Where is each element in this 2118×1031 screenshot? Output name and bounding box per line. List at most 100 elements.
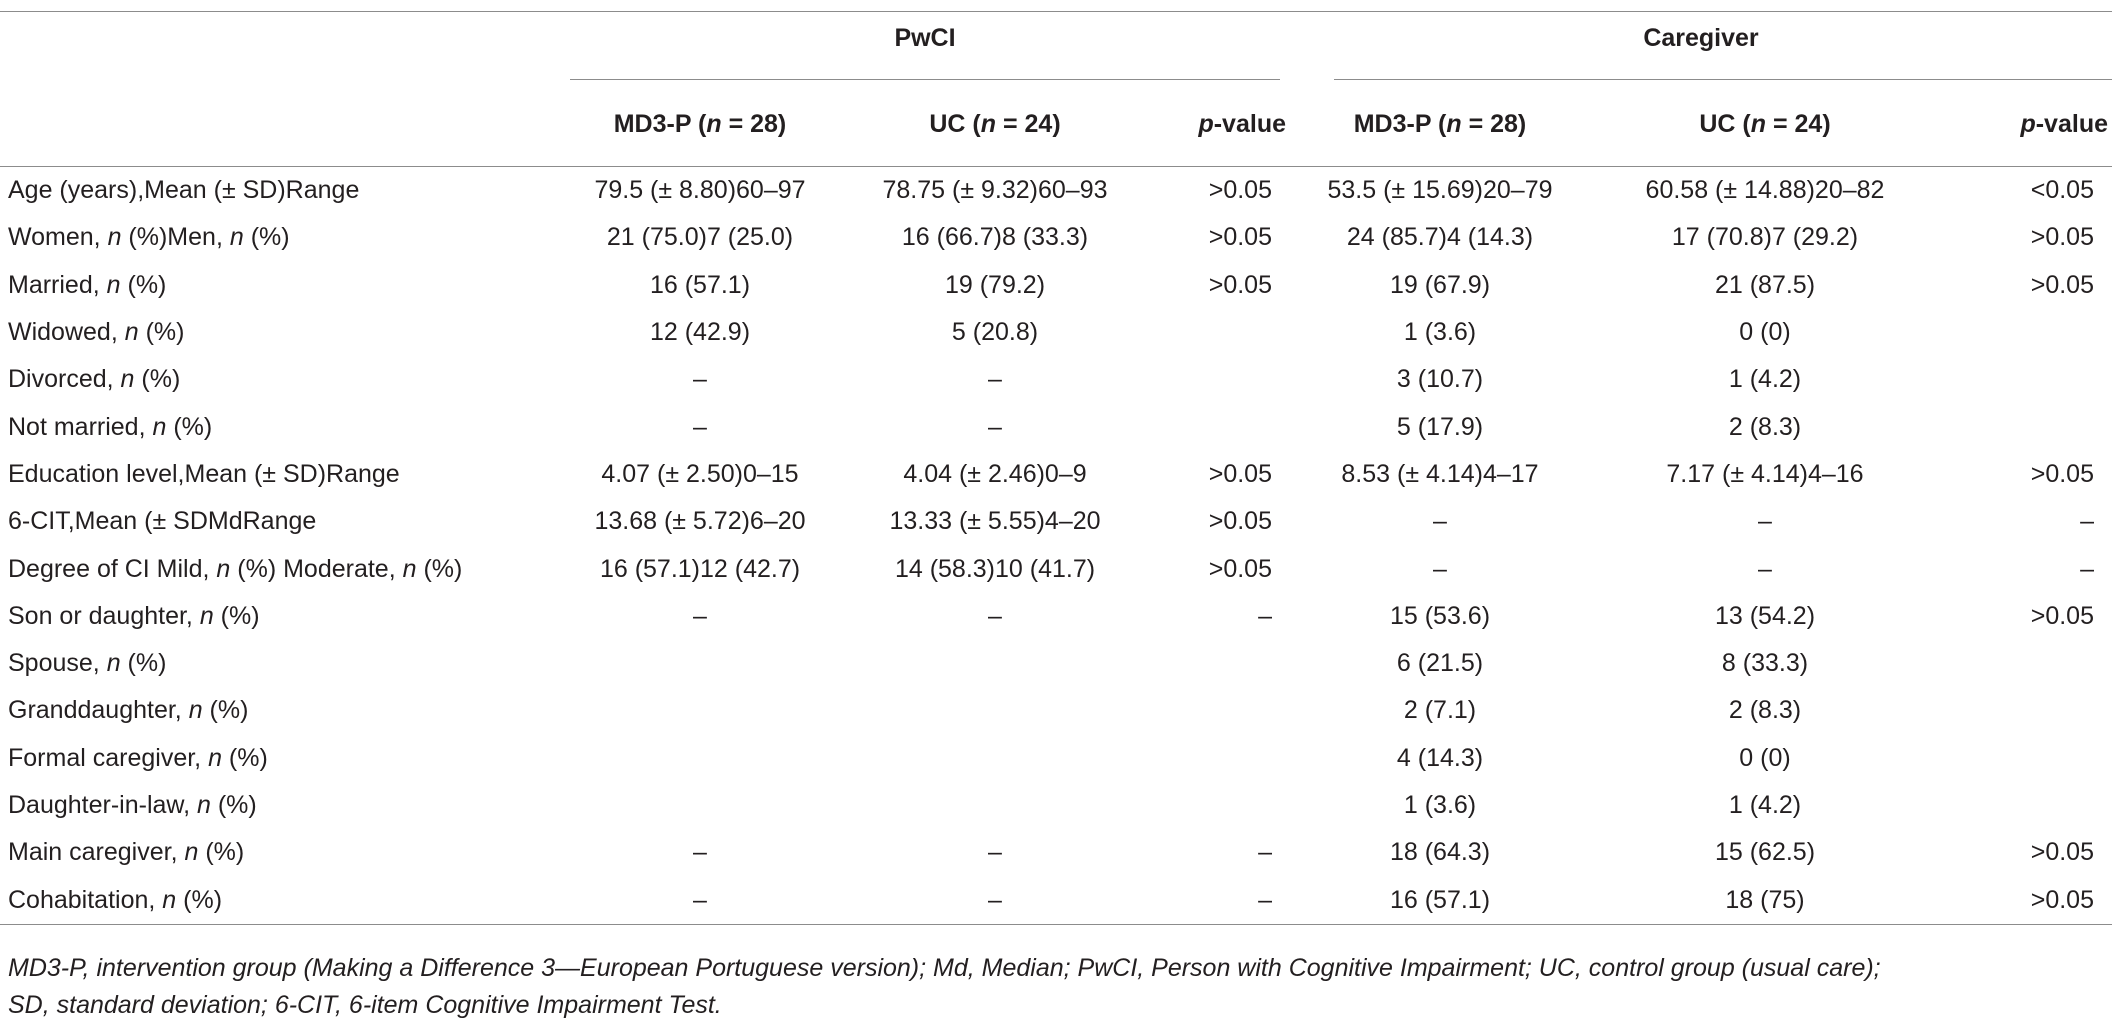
col-header-pwci-uc: UC (n = 24) <box>929 109 1061 138</box>
cell-caregiver-md3p: 2 (7.1) <box>1403 696 1477 725</box>
cell-caregiver-md3p: 19 (67.9) <box>1389 270 1491 299</box>
table-row: 6-CIT,Mean (± SDMdRange 13.68 (± 5.72)6–2… <box>0 498 2112 545</box>
table-row: Widowed, n (%) 12 (42.9) 5 (20.8) 1 (3.6) 0 … <box>0 309 2112 356</box>
cell-pwci-uc <box>840 640 1150 687</box>
cell-pwci-uc: – <box>988 412 1002 441</box>
cell-caregiver-md3p: 53.5 (± 15.69)20–79 <box>1327 176 1553 205</box>
cell-pwci-pvalue <box>1150 403 1290 450</box>
cell-pwci-md3p: 79.5 (± 8.80)60–97 <box>594 176 806 205</box>
table-row: Women, n (%)Men, n (%) 21 (75.0)7 (25.0) 1… <box>0 214 2112 261</box>
cell-caregiver-md3p: 3 (10.7) <box>1396 365 1484 394</box>
table-row: Granddaughter, n (%) 2 (7.1) 2 (8.3) <box>0 687 2112 734</box>
cell-pwci-uc: 16 (66.7)8 (33.3) <box>901 223 1089 252</box>
cell-caregiver-pvalue: >0.05 <box>2030 601 2094 630</box>
row-label: 6-CIT,Mean (± SDMdRange <box>8 507 317 536</box>
cell-caregiver-pvalue: >0.05 <box>2030 838 2094 867</box>
cell-pwci-md3p <box>560 735 840 782</box>
table-row: Age (years),Mean (± SD)Range 79.5 (± 8.80… <box>0 167 2112 215</box>
cell-pwci-pvalue: >0.05 <box>1208 176 1272 205</box>
cell-pwci-md3p: 12 (42.9) <box>649 318 751 347</box>
group-header-row: PwCI Caregiver <box>0 6 2112 82</box>
cell-pwci-uc: 4.04 (± 2.46)0–9 <box>903 459 1087 488</box>
cell-pwci-uc: 19 (79.2) <box>944 270 1046 299</box>
cell-pwci-uc: 14 (58.3)10 (41.7) <box>894 554 1096 583</box>
cell-caregiver-md3p: 24 (85.7)4 (14.3) <box>1346 223 1534 252</box>
cell-caregiver-uc: – <box>1758 507 1772 536</box>
cell-caregiver-pvalue: <0.05 <box>2030 176 2094 205</box>
cell-pwci-pvalue: – <box>1258 838 1272 867</box>
pwci-group-label: PwCI <box>894 23 956 52</box>
cell-caregiver-uc: 0 (0) <box>1739 318 1791 347</box>
cell-pwci-pvalue: >0.05 <box>1208 223 1272 252</box>
stub-header <box>0 6 560 82</box>
row-label: Degree of CI Mild, n (%) Moderate, n (%) <box>8 554 463 583</box>
row-label: Spouse, n (%) <box>8 649 167 678</box>
cell-caregiver-uc: 21 (87.5) <box>1714 270 1816 299</box>
cell-caregiver-uc: – <box>1758 554 1772 583</box>
table-row: Degree of CI Mild, n (%) Moderate, n (%)… <box>0 545 2112 592</box>
row-label: Cohabitation, n (%) <box>0 876 560 925</box>
table-row: Spouse, n (%) 6 (21.5) 8 (33.3) <box>0 640 2112 687</box>
column-header-row: MD3-P (n = 28) UC (n = 24) p-value MD3-P… <box>0 82 2112 167</box>
cell-caregiver-md3p: 4 (14.3) <box>1396 743 1484 772</box>
caregiver-group-rule <box>1334 78 2112 80</box>
top-rule <box>0 11 2112 12</box>
cell-caregiver-uc: 1 (4.2) <box>1728 791 1802 819</box>
cell-caregiver-uc: 60.58 (± 14.88)20–82 <box>1645 176 1885 205</box>
cell-caregiver-uc: 15 (62.5) <box>1714 838 1816 867</box>
cell-pwci-uc <box>840 735 1150 782</box>
cell-caregiver-md3p: 1 (3.6) <box>1403 318 1477 347</box>
table-footnote: MD3-P, intervention group (Making a Diff… <box>8 950 2108 1024</box>
cell-pwci-uc: – <box>988 365 1002 394</box>
cell-caregiver-uc: 7.17 (± 4.14)4–16 <box>1666 459 1864 488</box>
caregiver-group-label: Caregiver <box>1643 23 1759 52</box>
cell-pwci-pvalue <box>1150 782 1290 829</box>
cell-pwci-uc: – <box>840 876 1150 925</box>
cell-caregiver-uc: 0 (0) <box>1739 743 1791 772</box>
pwci-group-rule <box>570 78 1280 80</box>
cell-pwci-md3p <box>560 640 840 687</box>
cell-pwci-pvalue <box>1150 356 1290 403</box>
cell-caregiver-md3p: – <box>1433 554 1447 583</box>
cell-pwci-pvalue: >0.05 <box>1208 459 1272 488</box>
cell-caregiver-pvalue: – <box>2080 507 2094 536</box>
cell-caregiver-md3p: 15 (53.6) <box>1389 601 1491 630</box>
cell-caregiver-md3p: 16 (57.1) <box>1290 876 1590 925</box>
cell-pwci-pvalue: >0.05 <box>1208 270 1272 299</box>
cell-pwci-md3p: 16 (57.1) <box>649 270 751 299</box>
cell-pwci-md3p: – <box>693 838 707 867</box>
cell-pwci-md3p: 13.68 (± 5.72)6–20 <box>594 507 806 536</box>
table-body: Age (years),Mean (± SD)Range 79.5 (± 8.80… <box>0 167 2112 925</box>
table-row: Formal caregiver, n (%) 4 (14.3) 0 (0) <box>0 735 2112 782</box>
cell-caregiver-uc: 1 (4.2) <box>1728 365 1802 394</box>
table-row: Son or daughter, n (%) – – – 15 (53.6) 13 (54… <box>0 593 2112 640</box>
cell-caregiver-md3p: 18 (64.3) <box>1389 838 1491 867</box>
col-header-caregiver-pvalue: p-value <box>2020 109 2108 138</box>
cell-caregiver-md3p: 1 (3.6) <box>1403 791 1477 819</box>
col-header-caregiver-uc: UC (n = 24) <box>1699 109 1831 138</box>
table-row: Cohabitation, n (%) – – –16 (57.1) 18 (75) >0… <box>0 876 2112 925</box>
table-row: Education level,Mean (± SD)Range 4.07 (± … <box>0 451 2112 498</box>
cell-caregiver-pvalue <box>1940 403 2112 450</box>
cell-caregiver-pvalue: >0.05 <box>2030 459 2094 488</box>
cell-pwci-pvalue <box>1150 640 1290 687</box>
cell-pwci-md3p: – <box>693 365 707 394</box>
cell-pwci-uc: 5 (20.8) <box>951 318 1039 347</box>
cell-caregiver-pvalue <box>1940 687 2112 734</box>
cell-caregiver-md3p: 5 (17.9) <box>1396 412 1484 441</box>
cell-pwci-pvalue <box>1150 735 1290 782</box>
group-header-caregiver: Caregiver <box>1290 6 2112 82</box>
cell-pwci-pvalue: – <box>1258 601 1272 630</box>
footnote-line-2: SD, standard deviation; 6-CIT, 6-item Co… <box>8 991 722 1019</box>
cell-caregiver-uc: 8 (33.3) <box>1721 649 1809 678</box>
cell-pwci-uc <box>840 687 1150 734</box>
cell-caregiver-uc: 18 (75) <box>1590 876 1940 925</box>
cell-pwci-pvalue: >0.05 <box>1208 507 1272 536</box>
cell-pwci-uc: – <box>988 838 1002 867</box>
table-row: Main caregiver, n (%) – – – 18 (64.3) 15 (62.… <box>0 829 2112 876</box>
cell-pwci-md3p <box>560 782 840 829</box>
cell-pwci-pvalue: >0.05 <box>1208 554 1272 583</box>
cell-caregiver-pvalue: >0.05 <box>2030 270 2094 299</box>
cell-caregiver-uc: 2 (8.3) <box>1728 412 1802 441</box>
row-label: Women, n (%)Men, n (%) <box>8 223 290 252</box>
